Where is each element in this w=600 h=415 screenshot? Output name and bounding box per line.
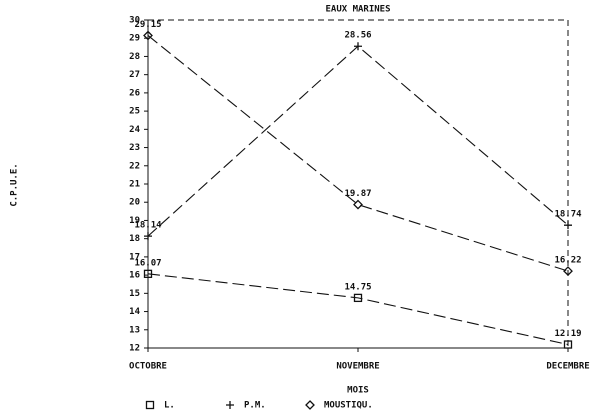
- marker: [145, 400, 155, 410]
- y-tick-label: 28: [129, 52, 140, 62]
- y-tick-label: 26: [129, 88, 140, 98]
- y-tick-label: 15: [129, 289, 140, 299]
- marker: [564, 221, 572, 230]
- marker: [353, 293, 363, 303]
- data-label: 29.15: [134, 20, 161, 30]
- y-tick-label: 25: [129, 107, 140, 117]
- marker: [563, 340, 573, 349]
- y-tick-label: 16: [129, 271, 140, 281]
- y-tick-label: 21: [129, 180, 140, 190]
- y-tick-label: 18: [129, 234, 140, 244]
- data-label: 16.22: [554, 256, 581, 266]
- y-tick-label: 30: [129, 16, 140, 26]
- marker: [305, 400, 315, 410]
- marker: [354, 42, 362, 51]
- x-tick-label: OCTOBRE: [129, 362, 167, 372]
- data-label: 12.19: [554, 329, 581, 339]
- y-tick-label: 12: [129, 344, 140, 354]
- series-line: [147, 35, 569, 272]
- y-tick-label: 24: [129, 125, 140, 135]
- x-tick-label: DECEMBRE: [546, 362, 589, 372]
- y-tick-label: 19: [129, 216, 140, 226]
- data-label: 14.75: [344, 282, 371, 292]
- y-tick-label: 27: [129, 70, 140, 80]
- chart-title: EAUX MARINES: [325, 5, 390, 15]
- x-axis-label: MOIS: [347, 386, 369, 396]
- series-line: [147, 273, 569, 346]
- marker: [563, 266, 573, 277]
- y-tick-label: 13: [129, 325, 140, 335]
- marker: [226, 401, 234, 409]
- y-tick-label: 22: [129, 161, 140, 171]
- series-line: [147, 45, 569, 237]
- data-label: 19.87: [344, 189, 371, 199]
- data-label: 18.74: [554, 210, 582, 220]
- y-tick-label: 20: [129, 198, 140, 208]
- legend-label: P.M.: [244, 401, 266, 411]
- marker: [353, 199, 363, 210]
- x-tick-label: NOVEMBRE: [336, 362, 379, 372]
- y-tick-label: 29: [129, 34, 140, 44]
- legend-label: MOUSTIQU.: [324, 401, 373, 411]
- data-label: 28.56: [344, 31, 371, 41]
- marker: [143, 269, 153, 278]
- data-label: 16.07: [134, 258, 161, 268]
- legend-label: L.: [164, 401, 175, 411]
- y-tick-label: 14: [129, 307, 140, 317]
- data-label: 18.14: [134, 221, 162, 231]
- marker: [144, 232, 152, 241]
- y-tick-label: 17: [129, 252, 140, 262]
- marker: [143, 30, 153, 41]
- y-axis-label: C.P.U.E.: [10, 163, 20, 206]
- y-tick-label: 23: [129, 143, 140, 153]
